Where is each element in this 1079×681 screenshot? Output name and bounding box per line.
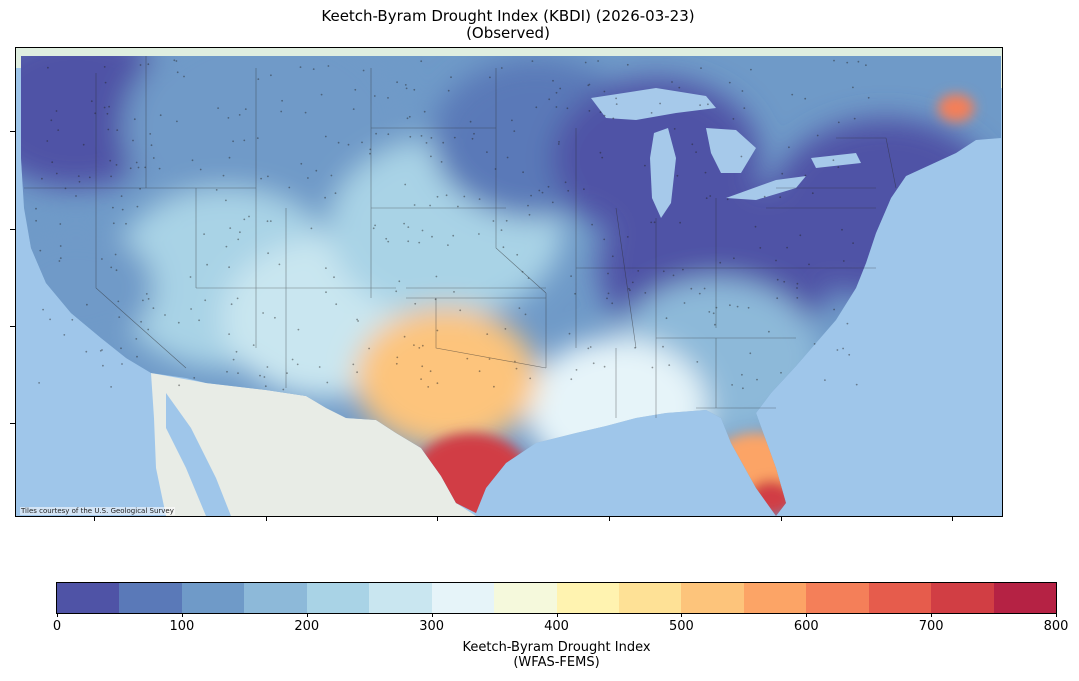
colorbar-tick [931,613,933,617]
colorbar-tick [57,613,58,617]
colorbar-tick [681,613,683,617]
gulf-of-california [166,393,231,516]
chart-title: Keetch-Byram Drought Index (KBDI) (2026-… [0,8,1016,42]
mexico-land [151,373,476,516]
station-markers [35,59,870,391]
colorbar-tick [431,613,433,617]
x-tick [266,516,267,521]
map-attribution: Tiles courtesy of the U.S. Geological Su… [20,507,175,515]
colorbar-segment [369,583,432,613]
colorbar-segment [556,583,619,613]
kbdi-region-northern-rockies [123,56,409,238]
colorbar-tick [806,613,808,617]
colorbar-segment [119,583,182,613]
colorbar-tick [1056,613,1057,617]
y-tick [10,423,15,424]
colorbar-segment [743,583,807,613]
great-lakes [591,88,861,218]
colorbar-segment [806,583,869,613]
colorbar-tick-label: 500 [668,619,694,634]
kbdi-region-texas [355,308,537,448]
colorbar-segment [618,583,682,613]
colorbar-tick [306,613,308,617]
lake-superior [591,88,716,120]
lake-erie [726,176,806,200]
x-tick [94,516,95,521]
map-panel[interactable]: Tiles courtesy of the U.S. Geological Su… [15,47,1003,517]
colorbar-tick-label: 0 [52,619,62,634]
colorbar [56,582,1057,614]
colorbar-segment [494,583,557,613]
y-tick [10,131,15,132]
state-boundaries [24,56,897,418]
colorbar-segment [868,583,932,613]
colorbar-segment [57,583,120,613]
colorbar-tick [181,613,183,617]
y-tick [10,326,15,327]
x-tick [952,516,953,521]
colorbar-label-line1: Keetch-Byram Drought Index [462,640,651,655]
colorbar-tick-label: 300 [419,619,445,634]
lake-huron [706,128,756,173]
colorbar-segment [244,583,307,613]
colorbar-label-line2: (WFAS-FEMS) [513,655,600,670]
x-tick [437,516,438,521]
x-tick [781,516,782,521]
colorbar-label: Keetch-Byram Drought Index (WFAS-FEMS) [56,640,1057,670]
colorbar-segment [681,583,744,613]
kbdi-region-northern-maine [937,94,975,122]
colorbar-segment [931,583,994,613]
y-tick [10,229,15,230]
colorbar-segment [181,583,245,613]
colorbar-tick-label: 700 [918,619,944,634]
colorbar-tick-label: 200 [294,619,320,634]
colorbar-segment [306,583,370,613]
colorbar-tick-label: 400 [544,619,569,634]
colorbar-segment [431,583,495,613]
chart-title-line1: Keetch-Byram Drought Index (KBDI) (2026-… [321,7,695,25]
lake-ontario [811,153,861,168]
kbdi-map [16,48,1002,516]
colorbar-segment [993,583,1056,613]
colorbar-tick-label: 800 [1043,619,1069,634]
lake-michigan [650,128,676,218]
x-tick [609,516,610,521]
colorbar-tick-label: 100 [169,619,195,634]
chart-title-line2: (Observed) [466,24,550,42]
colorbar-tick [556,613,558,617]
colorbar-tick-label: 600 [793,619,819,634]
